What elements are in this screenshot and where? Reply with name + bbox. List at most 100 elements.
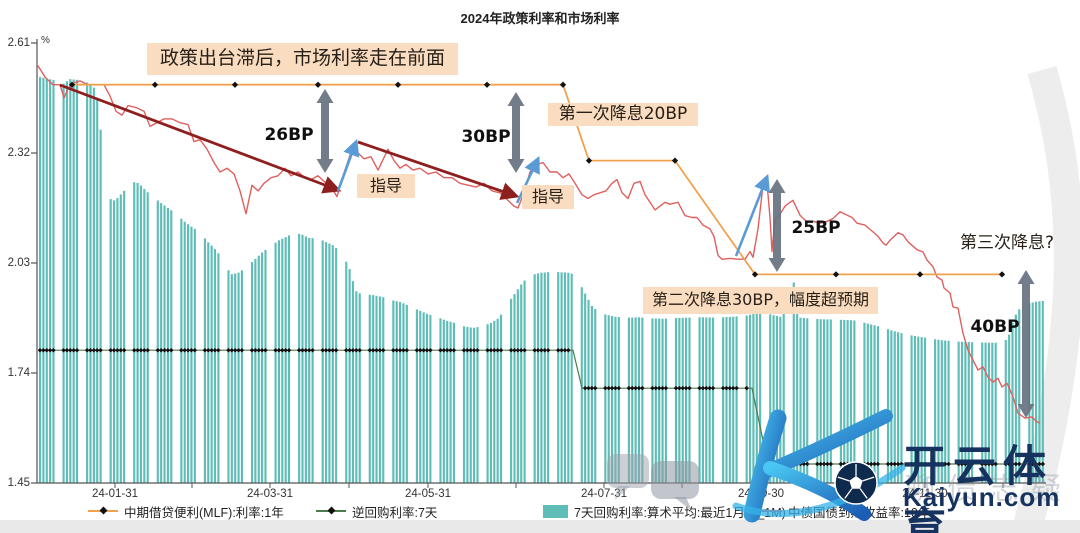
repo-bar [496, 318, 499, 483]
repo-bar [829, 319, 832, 483]
watermark-site-text: Kaiyun.com [903, 482, 1061, 512]
repo-bar [641, 317, 644, 483]
reverse-repo-marker [656, 385, 662, 391]
repo-bar [257, 255, 260, 483]
bp-26: 26BP [264, 125, 314, 146]
reverse-repo-marker [653, 385, 659, 391]
repo-bar [190, 226, 193, 483]
mlf-marker [68, 81, 76, 88]
reverse-repo-marker [131, 347, 137, 353]
reverse-repo-marker [636, 385, 642, 391]
repo-bar [917, 336, 920, 483]
reverse-repo-marker [451, 347, 457, 353]
guidance-arrow [734, 173, 770, 257]
reverse-repo-marker [677, 385, 682, 391]
reverse-repo-marker [414, 347, 420, 353]
bp-25: 25BP [791, 218, 841, 239]
treasury-yield-line [37, 65, 1041, 424]
repo-bar [722, 317, 725, 483]
legend-swatch-line [316, 506, 346, 515]
reverse-repo-marker [727, 385, 733, 391]
repo-bar [203, 238, 206, 483]
repo-bar [466, 326, 469, 483]
reverse-repo-marker [710, 385, 716, 391]
repo-bar [964, 341, 967, 483]
note-second-cut: 第二次降息30BP，幅度超预期 [643, 287, 878, 314]
watermark-brand-text: 开云体育 [903, 443, 1053, 533]
reverse-repo-marker [821, 461, 827, 467]
reverse-repo-marker [875, 461, 881, 467]
repo-bar [328, 243, 331, 483]
reverse-repo-marker [1016, 461, 1022, 467]
repo-bar [304, 236, 307, 483]
repo-bar [298, 233, 301, 483]
reverse-repo-marker [498, 347, 504, 353]
repo-bar [890, 330, 893, 483]
repo-bar [38, 77, 42, 483]
reverse-repo-marker [956, 461, 961, 467]
repo-bar [301, 234, 304, 483]
repo-bar [378, 296, 381, 483]
repo-bar [748, 314, 752, 483]
reverse-repo-marker [68, 347, 73, 353]
reverse-repo-marker [370, 347, 376, 353]
guide-1: 指导 [357, 174, 415, 198]
note-policy: 政策出台滞后，市场利率走在前面 [147, 43, 458, 75]
repo-bar [395, 301, 398, 483]
repo-bar [399, 301, 402, 483]
repo-bar [449, 321, 452, 483]
reverse-repo-marker [979, 461, 985, 467]
repo-bar [99, 129, 102, 483]
repo-bar [940, 340, 943, 483]
repo-bar [234, 273, 237, 483]
repo-bar [688, 317, 691, 483]
reverse-repo-marker [508, 347, 514, 353]
repo-bar [607, 315, 610, 483]
reverse-repo-marker [609, 385, 615, 391]
repo-bar [658, 318, 661, 483]
reverse-repo-marker [818, 461, 823, 467]
repo-bar [870, 324, 873, 483]
legend-item-2: 7天回购利率:算术平均:最近1月(B_1M) [543, 503, 786, 520]
repo-bar [873, 325, 876, 483]
repo-bar [681, 317, 684, 483]
reverse-repo-marker [273, 347, 278, 353]
repo-bar [123, 190, 126, 484]
guide-2: 指导 [522, 185, 574, 209]
bp-30: 30BP [461, 127, 511, 148]
repo-bar [876, 326, 879, 483]
reverse-repo-marker [263, 347, 268, 353]
reverse-repo-marker [872, 461, 877, 467]
guidance-arrow [515, 155, 540, 204]
repo-bar [72, 79, 75, 483]
repo-bar [489, 323, 493, 483]
reverse-repo-marker [542, 347, 548, 353]
repo-bar [375, 295, 378, 483]
reverse-repo-marker [354, 347, 359, 353]
repo-bar [405, 305, 408, 483]
reverse-repo-marker [182, 347, 187, 353]
reverse-repo-marker [724, 385, 729, 391]
watermark-ghost-text: 聊债志疑 [905, 473, 1073, 506]
reverse-repo-marker [828, 461, 834, 467]
repo-bar [156, 200, 159, 483]
reverse-repo-marker [404, 347, 410, 353]
reverse-repo-marker [461, 347, 467, 353]
repo-bar [711, 317, 715, 483]
legend-label: 中期借贷便利(MLF):利率:1年 [124, 505, 284, 520]
repo-bar [160, 203, 163, 483]
reverse-repo-marker [895, 461, 901, 467]
repo-bar [806, 318, 809, 483]
reverse-repo-marker [209, 347, 214, 353]
repo-bar [796, 302, 799, 483]
repo-bar [62, 83, 65, 483]
repo-bar [52, 80, 55, 483]
repo-bar [752, 313, 755, 483]
reverse-repo-marker [347, 347, 352, 353]
repo-bar [981, 342, 984, 483]
reverse-repo-marker [320, 347, 325, 353]
bp-gap-arrow [316, 89, 334, 173]
repo-bar [1034, 301, 1038, 483]
repo-bar [146, 192, 149, 484]
